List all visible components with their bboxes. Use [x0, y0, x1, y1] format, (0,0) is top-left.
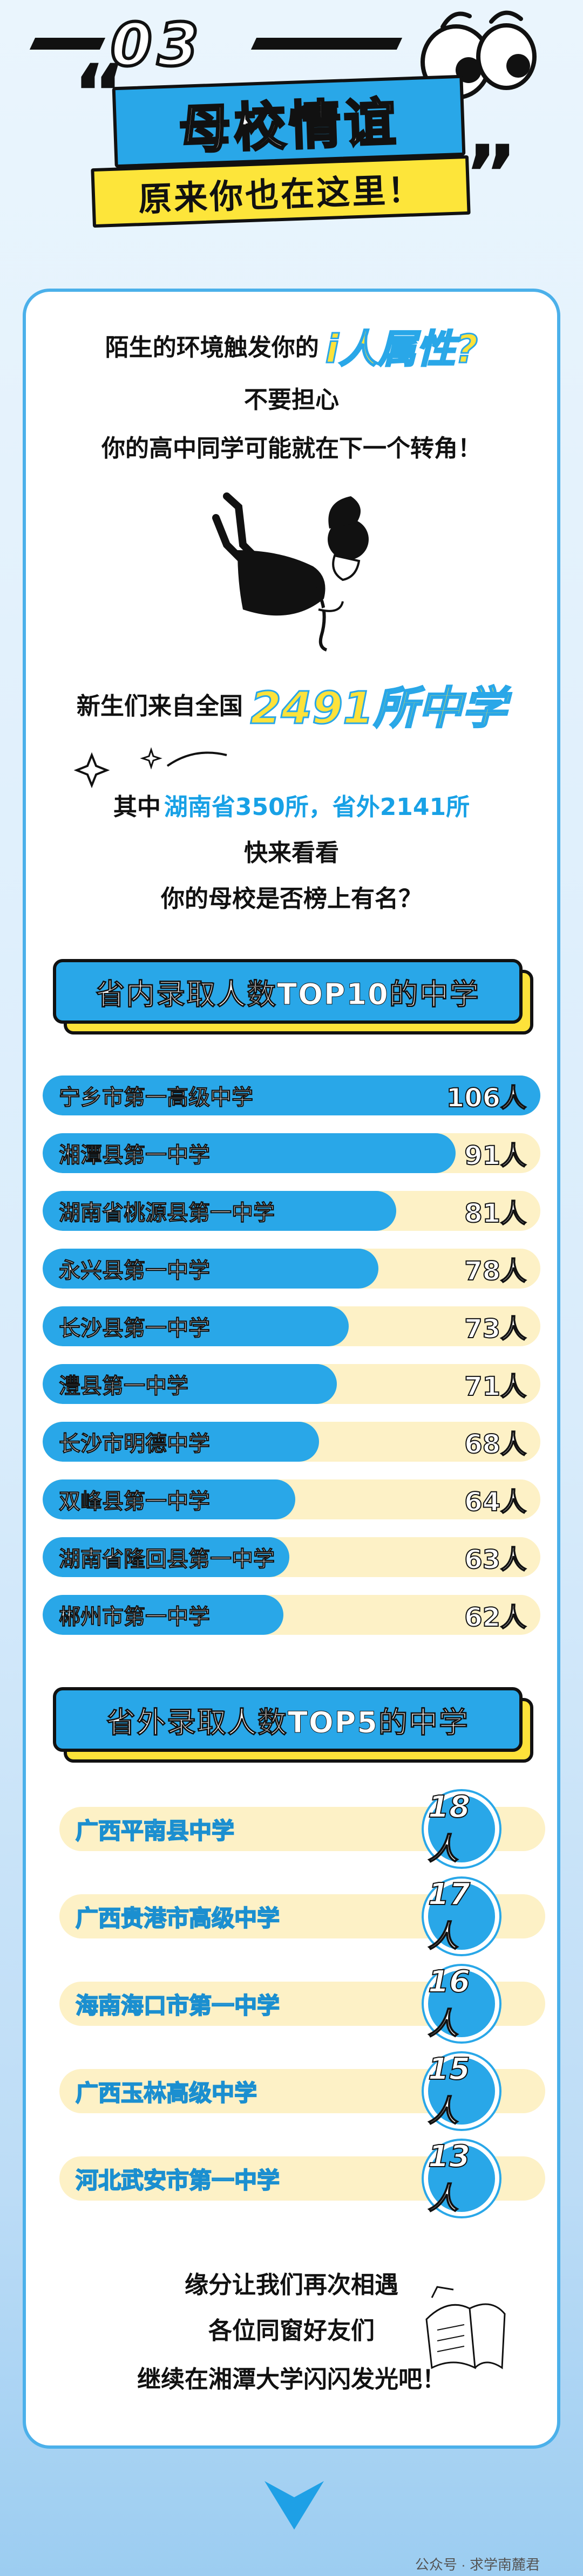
top10-count: 73人: [464, 1313, 527, 1345]
top5-school-name: 河北武安市第一中学: [75, 2167, 280, 2194]
top10-row: 湖南省隆回县第一中学 63人: [40, 1535, 543, 1579]
top5-school-name: 广西玉林高级中学: [75, 2079, 257, 2107]
top10-banner: 省内录取人数TOP10的中学: [53, 959, 523, 1024]
top10-count: 64人: [464, 1486, 527, 1518]
top10-school-name: 湖南省桃源县第一中学: [59, 1201, 275, 1226]
top5-count-badge: 15人: [424, 2051, 499, 2129]
top10-school-name: 湘潭县第一中学: [59, 1143, 211, 1168]
intro-line-1-text: 陌生的环境触发你的: [105, 334, 319, 361]
school-total-highlight: 2491所中学: [249, 682, 507, 735]
top10-bar-fill: [43, 1537, 289, 1577]
top5-count: 16人: [428, 1964, 471, 2042]
top10-row: 长沙市明德中学 68人: [40, 1420, 543, 1464]
top5-school-name: 海南海口市第一中学: [75, 1992, 280, 2019]
top10-count: 71人: [464, 1371, 527, 1402]
top5-count-badge: 18人: [424, 1789, 499, 1867]
top5-title: 省外录取人数TOP5的中学: [106, 1705, 469, 1739]
top10-row: 湘潭县第一中学 91人: [40, 1131, 543, 1175]
stats-line-1-text: 新生们来自全国: [76, 693, 243, 720]
decor-dash-right: [250, 38, 403, 50]
top5-banner: 省外录取人数TOP5的中学: [53, 1687, 523, 1752]
top10-school-name: 永兴县第一中学: [59, 1258, 211, 1284]
top10-bar-fill: [43, 1595, 283, 1635]
top10-bar-fill: [43, 1422, 319, 1462]
intro-line-1: 陌生的环境触发你的 i人属性?: [0, 318, 583, 372]
closing-line-3: 继续在湘潭大学闪闪发光吧！: [137, 2366, 446, 2393]
top10-count: 68人: [464, 1429, 527, 1460]
top10-bar-fill: [43, 1364, 337, 1404]
top5-count: 17人: [428, 1876, 471, 1955]
top10-row: 长沙县第一中学 73人: [40, 1304, 543, 1348]
closing-line-2: 各位同窗好友们: [208, 2317, 375, 2345]
top10-title: 省内录取人数TOP10的中学: [96, 977, 480, 1011]
top10-school-name: 宁乡市第一高级中学: [59, 1085, 254, 1111]
top10-count: 81人: [464, 1198, 527, 1229]
top10-school-name: 长沙县第一中学: [59, 1316, 211, 1341]
top10-school-name: 湖南省隆回县第一中学: [59, 1547, 275, 1572]
section-title: 母校情谊: [177, 91, 401, 161]
sparkle-icon: [73, 747, 227, 789]
section-subtitle: 原来你也在这里！: [138, 169, 424, 220]
intro-highlight: i人属性?: [324, 325, 478, 372]
top10-school-name: 郴州市第一中学: [59, 1605, 211, 1630]
top10-count: 91人: [464, 1140, 527, 1171]
top10-school-name: 双峰县第一中学: [59, 1489, 211, 1515]
top10-row: 永兴县第一中学 78人: [40, 1246, 543, 1291]
chevron-down-icon: [265, 2481, 324, 2530]
stats-line-2-highlight: 湖南省350所，省外2141所: [164, 793, 470, 821]
top10-row: 湖南省桃源县第一中学 81人: [40, 1189, 543, 1233]
top10-count: 63人: [464, 1544, 527, 1575]
top10-row: 双峰县第一中学 64人: [40, 1477, 543, 1522]
top5-count: 18人: [428, 1789, 471, 1867]
title-box: 母校情谊: [112, 74, 466, 168]
top10-bar-fill: [43, 1479, 295, 1519]
top10-school-name: 长沙市明德中学: [59, 1431, 211, 1457]
footer-watermark: 公众号 · 求学南麓君: [415, 2557, 540, 2573]
top10-bar-fill: [43, 1075, 540, 1115]
top5-count: 13人: [428, 2139, 471, 2217]
top10-bar-fill: [43, 1191, 396, 1231]
top10-bar-fill: [43, 1306, 349, 1346]
top5-school-name: 广西平南县中学: [75, 1817, 235, 1845]
top10-school-name: 澧县第一中学: [59, 1374, 189, 1399]
intro-line-3: 你的高中同学可能就在下一个转角！: [101, 435, 482, 462]
stats-line-2-text: 其中: [113, 793, 161, 821]
top10-count: 106人: [446, 1083, 527, 1114]
top10-bar-fill: [43, 1249, 378, 1289]
falling-student-illustration: [212, 492, 369, 652]
top5-count-badge: 16人: [424, 1964, 499, 2042]
top5-school-name: 广西贵港市高级中学: [75, 1904, 280, 1932]
header: 03 “ 母校情谊 原来你也在这里！ ”: [0, 0, 583, 259]
top10-bar-fill: [43, 1133, 456, 1173]
top10-row: 澧县第一中学 71人: [40, 1362, 543, 1406]
stats-line-4: 你的母校是否榜上有名？: [161, 885, 422, 913]
top10-count: 62人: [464, 1602, 527, 1633]
closing-line-1: 缘分让我们再次相遇: [185, 2271, 398, 2299]
intro-line-2: 不要担心: [244, 386, 339, 414]
stats-line-2: 其中 湖南省350所，省外2141所: [0, 787, 583, 822]
top5-count-badge: 17人: [424, 1876, 499, 1955]
subtitle-box: 原来你也在这里！: [91, 155, 471, 228]
top10-row: 郴州市第一中学 62人: [40, 1593, 543, 1637]
section-number: 03: [109, 10, 205, 79]
stats-line-1: 新生们来自全国 2491所中学: [0, 674, 583, 735]
book-doodle-icon: [425, 2286, 506, 2369]
top5-count-badge: 13人: [424, 2139, 499, 2217]
quote-close-icon: ”: [464, 128, 518, 222]
top5-count: 15人: [428, 2051, 471, 2129]
stats-line-3: 快来看看: [244, 839, 339, 867]
top10-count: 78人: [464, 1256, 527, 1287]
top10-row: 宁乡市第一高级中学 106人: [40, 1073, 543, 1118]
